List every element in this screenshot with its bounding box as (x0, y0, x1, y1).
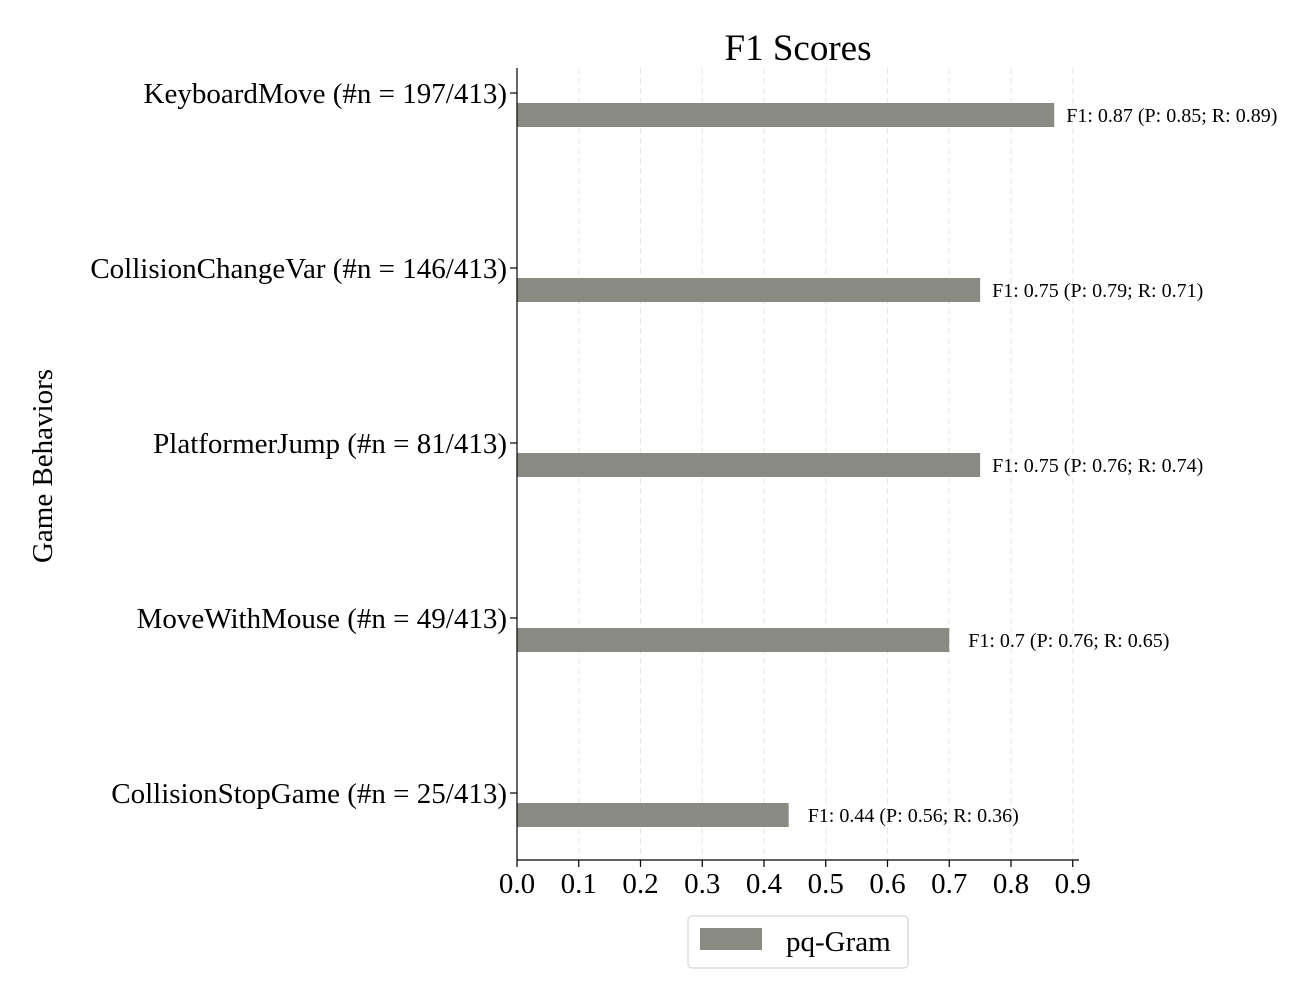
data-labels: F1: 0.87 (P: 0.85; R: 0.89) F1: 0.75 (P: … (808, 105, 1278, 827)
legend-label: pq-Gram (786, 926, 891, 958)
bar (517, 103, 1055, 127)
y-axis-label: Game Behaviors (27, 369, 59, 563)
chart-title: F1 Scores (725, 28, 872, 69)
category-label: MoveWithMouse (#n = 49/413) (137, 603, 507, 635)
bar-data-label: F1: 0.75 (P: 0.79; R: 0.71) (992, 280, 1203, 302)
bar (517, 628, 950, 652)
legend-swatch (700, 928, 762, 950)
category-label: CollisionChangeVar (#n = 146/413) (90, 253, 507, 285)
x-ticks: 0.0 0.1 0.2 0.3 0.4 0.5 0.6 0.7 0.8 0.9 (499, 860, 1091, 900)
x-tick-label: 0.3 (684, 868, 720, 900)
category-labels: KeyboardMove (#n = 197/413) CollisionChan… (90, 78, 517, 810)
category-label: CollisionStopGame (#n = 25/413) (111, 778, 507, 810)
x-tick-label: 0.4 (746, 868, 783, 900)
bar-data-label: F1: 0.7 (P: 0.76; R: 0.65) (968, 630, 1169, 652)
bar (517, 453, 981, 477)
category-label: PlatformerJump (#n = 81/413) (153, 428, 507, 460)
x-tick-label: 0.7 (931, 868, 967, 900)
bar-data-label: F1: 0.44 (P: 0.56; R: 0.36) (808, 805, 1019, 827)
bar-data-label: F1: 0.87 (P: 0.85; R: 0.89) (1066, 105, 1277, 127)
bar (517, 278, 981, 302)
legend: pq-Gram (687, 915, 909, 969)
x-tick-label: 0.2 (622, 868, 658, 900)
bar-data-label: F1: 0.75 (P: 0.76; R: 0.74) (992, 455, 1203, 477)
x-tick-label: 0.5 (808, 868, 844, 900)
axes (516, 68, 1079, 861)
category-label: KeyboardMove (#n = 197/413) (144, 78, 507, 110)
bars (517, 103, 1055, 827)
x-tick-label: 0.8 (993, 868, 1029, 900)
x-tick-label: 0.6 (869, 868, 905, 900)
x-tick-label: 0.1 (561, 868, 597, 900)
bar (517, 803, 789, 827)
x-tick-label: 0.9 (1055, 868, 1091, 900)
x-tick-label: 0.0 (499, 868, 535, 900)
